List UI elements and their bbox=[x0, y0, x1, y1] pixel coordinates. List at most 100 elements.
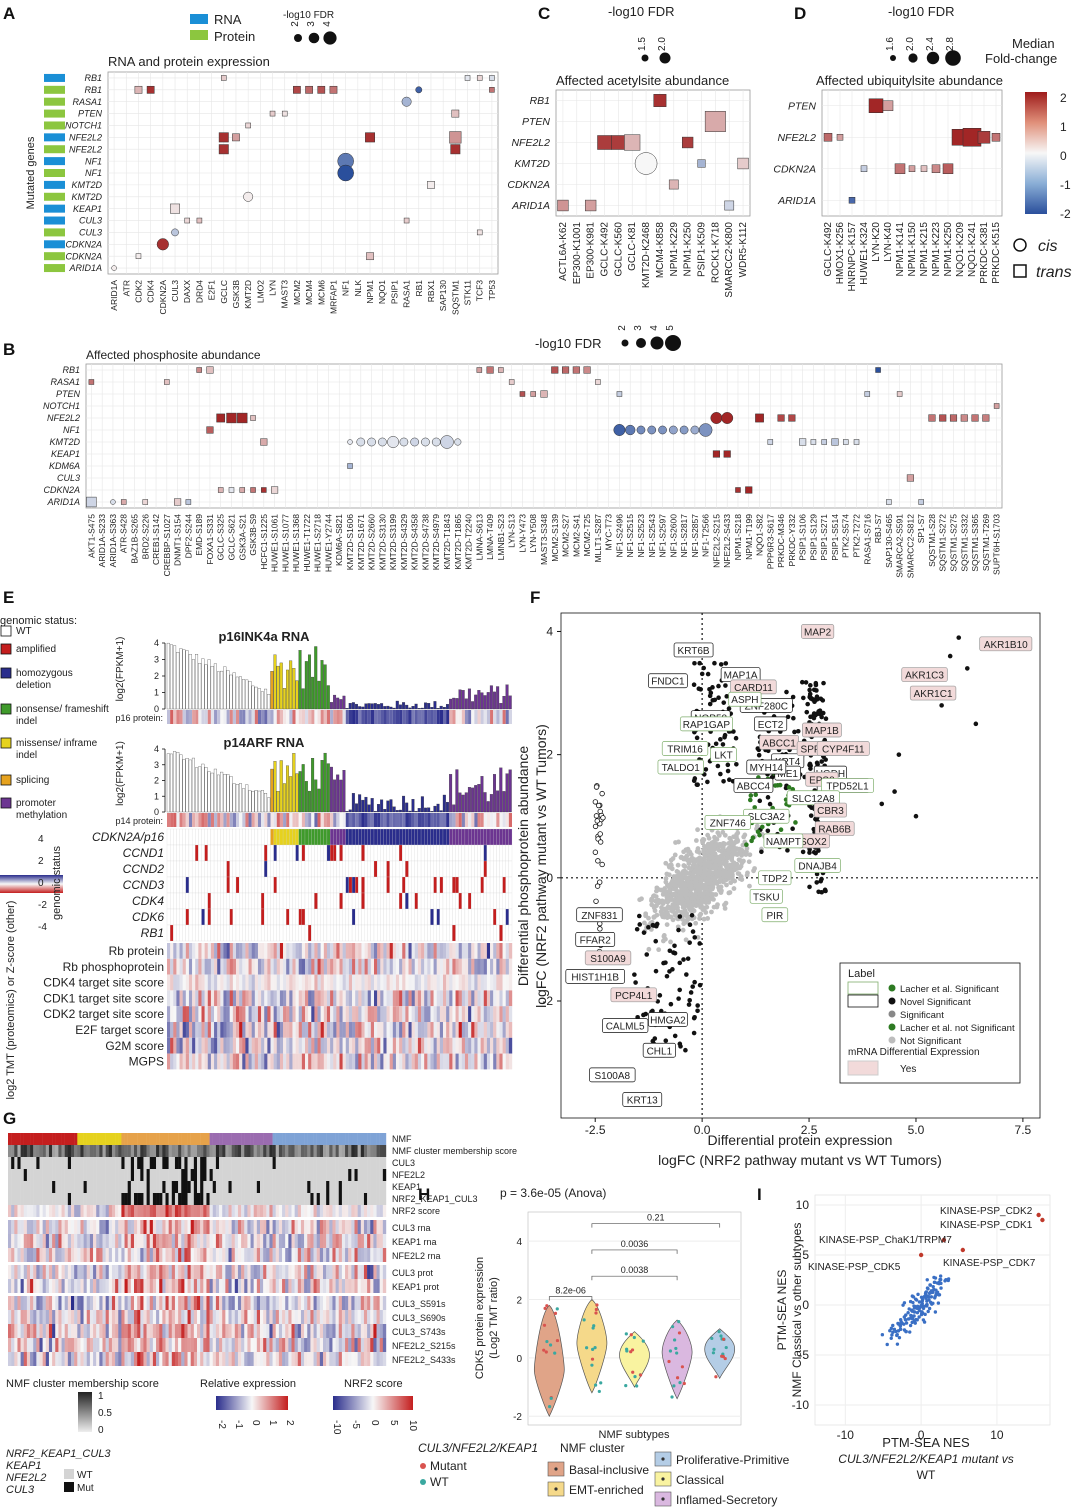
significant-point bbox=[632, 972, 637, 977]
e-colorbar-tick: 4 bbox=[38, 834, 44, 845]
genomic-status-cell bbox=[402, 876, 406, 894]
column-tick-label: DRD4 bbox=[194, 280, 204, 303]
data-point-trans bbox=[906, 474, 914, 482]
genomic-status-cell bbox=[239, 924, 243, 942]
g-heatmap-cell bbox=[260, 1145, 264, 1157]
score-heatmap-cell bbox=[214, 990, 218, 1007]
score-heatmap-cell bbox=[170, 990, 174, 1007]
genomic-status-label: methylation bbox=[16, 810, 67, 821]
g-heatmap-cell bbox=[348, 1193, 352, 1205]
protein-strip-cell bbox=[214, 710, 218, 724]
g-heatmap-cell bbox=[159, 1169, 163, 1181]
genomic-status-swatch bbox=[0, 667, 12, 679]
score-heatmap-cell bbox=[490, 1022, 494, 1038]
score-heatmap-cell bbox=[320, 974, 325, 991]
g-heatmap-cell bbox=[269, 1157, 273, 1169]
data-point-trans bbox=[449, 131, 462, 144]
protein-strip-cell bbox=[173, 813, 177, 827]
row-type-swatch bbox=[44, 252, 65, 261]
genomic-status-cell bbox=[411, 844, 415, 862]
score-heatmap-cell bbox=[214, 958, 218, 975]
score-heatmap-cell bbox=[414, 990, 419, 1007]
genomic-status-cell bbox=[311, 860, 315, 878]
e-colorbar-label-2: genomic status bbox=[51, 846, 63, 920]
protein-strip-cell bbox=[248, 813, 252, 827]
not-significant-point bbox=[688, 886, 694, 892]
protein-strip-cell bbox=[236, 813, 240, 827]
genomic-status-cell bbox=[251, 892, 255, 910]
genomic-status-cell bbox=[301, 876, 306, 894]
score-heatmap-cell bbox=[283, 1037, 287, 1054]
row-tick-label: PTEN bbox=[522, 116, 550, 128]
score-heatmap-cell bbox=[483, 974, 488, 991]
score-heatmap-cell bbox=[395, 1037, 400, 1054]
genomic-status-cell bbox=[248, 924, 252, 942]
score-heatmap-cell bbox=[267, 943, 271, 959]
not-significant-point bbox=[731, 886, 737, 891]
genomic-status-cell bbox=[286, 908, 290, 926]
significant-point bbox=[685, 956, 691, 961]
protein-strip-cell bbox=[239, 710, 243, 724]
not-significant-point bbox=[721, 869, 726, 875]
genomic-status-cell bbox=[477, 924, 481, 942]
f-x-tick-label: 2.5 bbox=[801, 1123, 818, 1137]
column-tick-label: PSIP1-S271 bbox=[819, 514, 829, 561]
genomic-status-label: amplified bbox=[16, 644, 56, 655]
g-heatmap-cell bbox=[193, 1133, 198, 1145]
genomic-status-cell bbox=[323, 876, 328, 894]
g-heatmap-cell bbox=[20, 1181, 24, 1193]
g-heatmap-cell bbox=[162, 1181, 166, 1193]
genomic-status-cell bbox=[245, 828, 249, 846]
score-heatmap-cell bbox=[421, 1053, 425, 1070]
expression-bar bbox=[295, 773, 299, 813]
score-heatmap-cell bbox=[323, 974, 328, 991]
g-heatmap-cell bbox=[67, 1145, 72, 1157]
genomic-status-cell bbox=[386, 908, 390, 926]
score-heatmap-cell bbox=[477, 1022, 481, 1038]
protein-strip-cell bbox=[301, 710, 305, 724]
g-heatmap-cell bbox=[256, 1157, 261, 1169]
genomic-status-cell bbox=[191, 908, 196, 926]
genomic-status-cell bbox=[204, 844, 208, 862]
score-heatmap-cell bbox=[427, 1022, 431, 1038]
score-heatmap-cell bbox=[270, 990, 274, 1007]
genomic-status-cell bbox=[351, 828, 356, 846]
score-heatmap-cell bbox=[486, 1022, 491, 1038]
rna-legend-swatch bbox=[190, 14, 208, 24]
score-heatmap-cell bbox=[229, 1006, 234, 1022]
g-heatmap-cell bbox=[159, 1193, 163, 1205]
expression-bar bbox=[430, 707, 434, 710]
g-heatmap-cell bbox=[146, 1169, 150, 1181]
data-point-trans bbox=[735, 487, 741, 493]
significant-point bbox=[692, 935, 698, 940]
genomic-status-cell bbox=[467, 844, 472, 862]
g-heatmap-cell bbox=[272, 1181, 276, 1193]
genomic-status-cell bbox=[333, 860, 337, 878]
genomic-status-cell bbox=[301, 860, 306, 878]
score-heatmap-cell bbox=[223, 974, 227, 991]
score-heatmap-cell bbox=[402, 943, 406, 959]
score-row-label: CDK2 target site score bbox=[43, 1007, 164, 1021]
g-heatmap-cell bbox=[348, 1157, 352, 1169]
g-heatmap-cell bbox=[231, 1157, 235, 1169]
genomic-status-cell bbox=[389, 860, 393, 878]
not-significant-point bbox=[717, 878, 723, 884]
genomic-status-cell bbox=[329, 924, 334, 942]
g-heatmap-cell bbox=[48, 1193, 53, 1205]
g-heatmap-cell bbox=[200, 1145, 204, 1157]
score-heatmap-cell bbox=[257, 958, 262, 975]
column-tick-label: HNRNPC-K157 bbox=[847, 222, 858, 292]
row-tick-label: ARID1A bbox=[777, 195, 816, 207]
score-heatmap-cell bbox=[305, 943, 309, 959]
score-heatmap-cell bbox=[226, 958, 230, 975]
genomic-status-cell bbox=[323, 908, 328, 926]
score-heatmap-cell bbox=[430, 1006, 434, 1022]
protein-strip-cell bbox=[248, 710, 252, 724]
g-heatmap-cell bbox=[96, 1169, 100, 1181]
genomic-status-cell bbox=[436, 908, 440, 926]
genomic-status-cell bbox=[292, 924, 296, 942]
score-heatmap-cell bbox=[170, 1053, 174, 1070]
score-heatmap-cell bbox=[333, 974, 337, 991]
g-heatmap-cell bbox=[26, 1181, 31, 1193]
significant-point bbox=[820, 698, 826, 703]
